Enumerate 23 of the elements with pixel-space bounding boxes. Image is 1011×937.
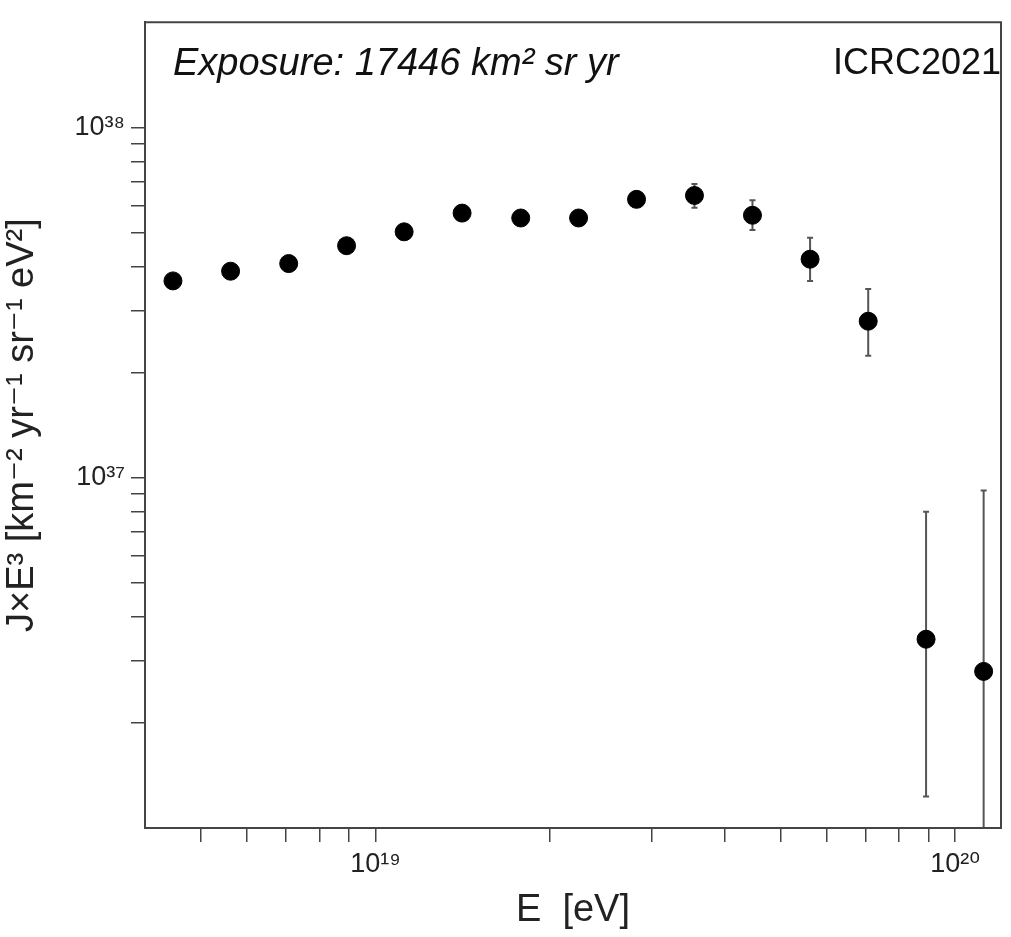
point (221, 261, 241, 281)
point (511, 208, 531, 228)
point (337, 236, 357, 256)
x-tick-label: 10²⁰ (930, 847, 981, 878)
point (163, 271, 183, 291)
y-tick-label: 10³⁸ (74, 111, 125, 142)
point (279, 254, 299, 274)
point (452, 203, 472, 223)
x-axis-title: E [eV] (515, 886, 631, 929)
point (684, 185, 704, 205)
point (394, 222, 414, 242)
text: Exposure: 17446 km² sr yr (173, 40, 620, 83)
y-axis-title: J×E³ [km⁻² yr⁻¹ sr⁻¹ eV²] (0, 218, 42, 632)
point (569, 208, 589, 228)
point (858, 311, 878, 331)
x-tick-label: 10¹⁹ (350, 847, 401, 878)
y-tick-label: 10³⁷ (76, 461, 125, 492)
point (974, 661, 994, 681)
point (916, 629, 936, 649)
point (627, 189, 647, 209)
annotation: ICRC2021 (832, 41, 1001, 83)
point (742, 205, 762, 225)
point (800, 249, 820, 269)
